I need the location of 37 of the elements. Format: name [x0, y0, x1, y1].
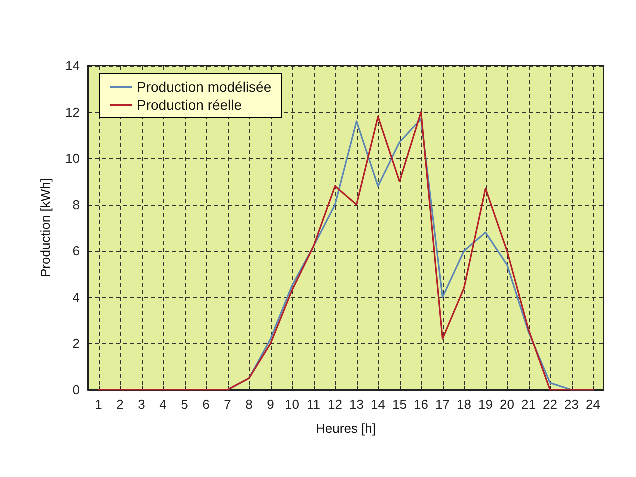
y-axis-title: Production [kWh]: [38, 178, 53, 278]
y-tick-label: 14: [66, 58, 80, 74]
y-tick-label: 2: [72, 336, 80, 352]
x-tick-label: 1: [95, 397, 102, 412]
x-tick-label: 7: [224, 397, 232, 412]
x-tick-label: 20: [500, 397, 514, 412]
x-tick-label: 13: [350, 397, 364, 412]
x-axis-title: Heures [h]: [316, 421, 376, 436]
y-tick-label: 4: [72, 290, 80, 305]
x-tick-label: 2: [116, 397, 124, 412]
y-tick-label: 6: [72, 244, 80, 259]
legend-label: Production modélisée: [137, 79, 272, 95]
x-tick-label: 18: [457, 397, 472, 412]
x-tick-label: 3: [138, 397, 146, 412]
line-series: [98, 111, 594, 391]
y-tick-label: 12: [66, 104, 80, 120]
x-tick-label: 23: [564, 397, 579, 412]
x-tick-label: 5: [181, 397, 188, 412]
x-tick-label: 15: [392, 397, 407, 412]
y-tick-label: 8: [72, 197, 80, 212]
x-tick-label: 10: [285, 397, 300, 412]
x-tick-label: 14: [371, 397, 386, 412]
x-tick-label: 9: [267, 397, 274, 412]
x-tick-label: 12: [328, 397, 342, 412]
x-tick-label: 21: [522, 397, 536, 412]
x-tick-label: 22: [543, 397, 558, 412]
x-tick-label: 11: [307, 397, 320, 412]
x-tick-label: 16: [414, 397, 428, 412]
x-tick-label: 4: [160, 397, 167, 412]
legend-label: Production réelle: [137, 97, 242, 113]
y-tick-label: 10: [66, 151, 80, 166]
y-tick-label: 0: [72, 382, 80, 398]
x-tick-label: 8: [246, 397, 253, 412]
x-tick-label: 6: [202, 397, 210, 412]
x-tick-label: 19: [478, 397, 493, 412]
x-tick-label: 24: [586, 397, 600, 412]
x-tick-label: 17: [436, 397, 450, 412]
